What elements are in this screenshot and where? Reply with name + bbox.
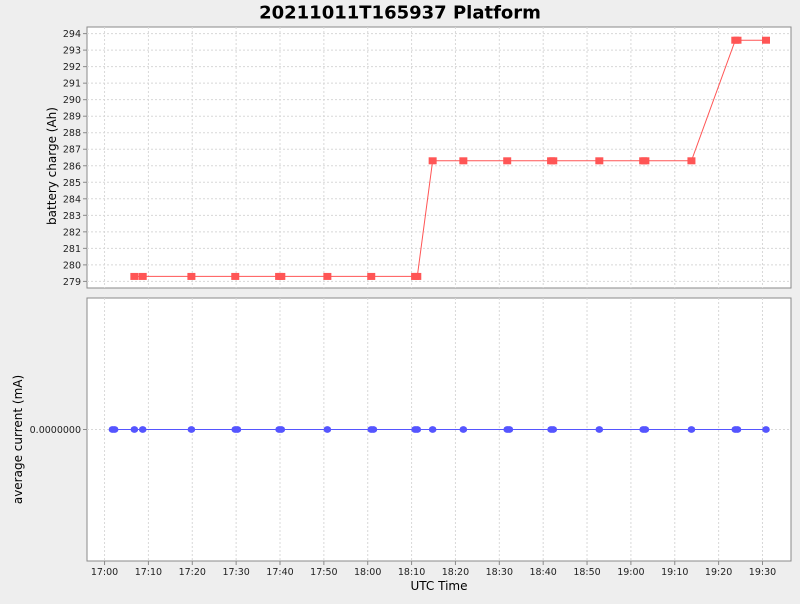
battery-y-tick-label: 286	[63, 161, 81, 172]
battery-y-tick-label: 294	[63, 29, 81, 40]
average-current-point	[233, 426, 242, 433]
x-tick-label: 18:20	[442, 567, 469, 578]
battery-charge-point	[687, 157, 696, 165]
x-tick-label: 17:30	[222, 567, 249, 578]
battery-charge-series	[130, 36, 770, 280]
battery-y-tick-label: 280	[63, 260, 81, 271]
average-current-point	[130, 426, 139, 433]
x-tick-label: 17:10	[135, 567, 162, 578]
x-tick-label: 17:50	[310, 567, 337, 578]
battery-charge-point	[549, 157, 558, 165]
battery-y-tick-label: 288	[63, 128, 81, 139]
x-axis-label: UTC Time	[411, 579, 468, 593]
battery-y-tick-label: 283	[63, 211, 81, 222]
battery-charge-point	[595, 157, 604, 165]
battery-charge-point	[733, 36, 742, 44]
battery-charge-point	[459, 157, 468, 165]
average-current-point	[323, 426, 332, 433]
average-current-point	[110, 426, 119, 433]
battery-charge-point	[428, 157, 437, 165]
battery-y-tick-label: 293	[63, 46, 81, 57]
average-current-point	[428, 426, 437, 433]
battery-y-tick-label: 289	[63, 112, 81, 123]
x-tick-label: 19:30	[749, 567, 776, 578]
battery-charge-point	[761, 36, 770, 44]
time-x-axis: 17:00 17:10 17:20 17:30 17:40 17:50 18:00 18:10…	[91, 561, 776, 578]
current-y-axis-ticks: 0.0000000	[30, 425, 87, 436]
average-current-point	[733, 426, 742, 433]
battery-charge-point	[413, 272, 422, 280]
battery-charge-point	[231, 272, 240, 280]
battery-y-tick-label: 281	[63, 244, 81, 255]
average-current-point	[549, 426, 558, 433]
x-tick-label: 19:10	[661, 567, 688, 578]
x-tick-label: 18:00	[354, 567, 381, 578]
battery-charge-line	[134, 39, 766, 277]
x-tick-label: 17:40	[266, 567, 293, 578]
x-tick-label: 19:00	[617, 567, 644, 578]
average-current-point	[369, 426, 378, 433]
x-tick-label: 18:50	[573, 567, 600, 578]
battery-charge-point	[277, 272, 286, 280]
average-current-point	[505, 426, 514, 433]
battery-y-tick-label: 282	[63, 227, 81, 238]
average-current-point	[413, 426, 422, 433]
battery-charge-point	[138, 272, 147, 280]
average-current-point	[277, 426, 286, 433]
battery-charge-point	[323, 272, 332, 280]
battery-charge-panel: 279 280 281 282 283 284 285 286 287 288 289 290 291 2…	[45, 26, 792, 289]
current-y-tick-label: 0.0000000	[30, 425, 81, 436]
battery-gridlines	[87, 27, 791, 288]
average-current-point	[641, 426, 650, 433]
battery-y-tick-label: 284	[63, 194, 81, 205]
average-current-point	[138, 426, 147, 433]
average-current-point	[187, 426, 196, 433]
battery-y-tick-label: 290	[63, 95, 81, 106]
x-tick-label: 18:10	[398, 567, 425, 578]
battery-y-tick-label: 287	[63, 145, 81, 156]
battery-y-axis-ticks: 279 280 281 282 283 284 285 286 287 288 289 290 291 2…	[63, 29, 87, 288]
battery-charge-point	[641, 157, 650, 165]
average-current-point	[595, 426, 604, 433]
x-tick-label: 18:40	[529, 567, 556, 578]
x-tick-label: 19:20	[705, 567, 732, 578]
x-tick-label: 18:30	[486, 567, 513, 578]
battery-y-tick-label: 291	[63, 79, 81, 90]
x-tick-label: 17:20	[179, 567, 206, 578]
average-current-panel: 0.0000000 average current (mA)	[11, 297, 792, 562]
battery-charge-point	[367, 272, 376, 280]
chart-title: 20211011T165937 Platform	[259, 3, 541, 24]
average-current-point	[762, 426, 770, 433]
average-current-point	[459, 426, 468, 433]
battery-y-tick-label: 285	[63, 178, 81, 189]
battery-plot-area	[86, 26, 792, 289]
battery-charge-point	[130, 272, 139, 280]
battery-y-axis-label: battery charge (Ah)	[45, 107, 59, 225]
x-tick-label: 17:00	[91, 567, 118, 578]
average-current-series	[108, 426, 770, 433]
battery-charge-point	[187, 272, 196, 280]
battery-y-tick-label: 292	[63, 62, 81, 73]
current-y-axis-label: average current (mA)	[11, 375, 25, 504]
average-current-point	[687, 426, 696, 433]
battery-charge-point	[503, 157, 512, 165]
battery-y-tick-label: 279	[63, 277, 81, 288]
